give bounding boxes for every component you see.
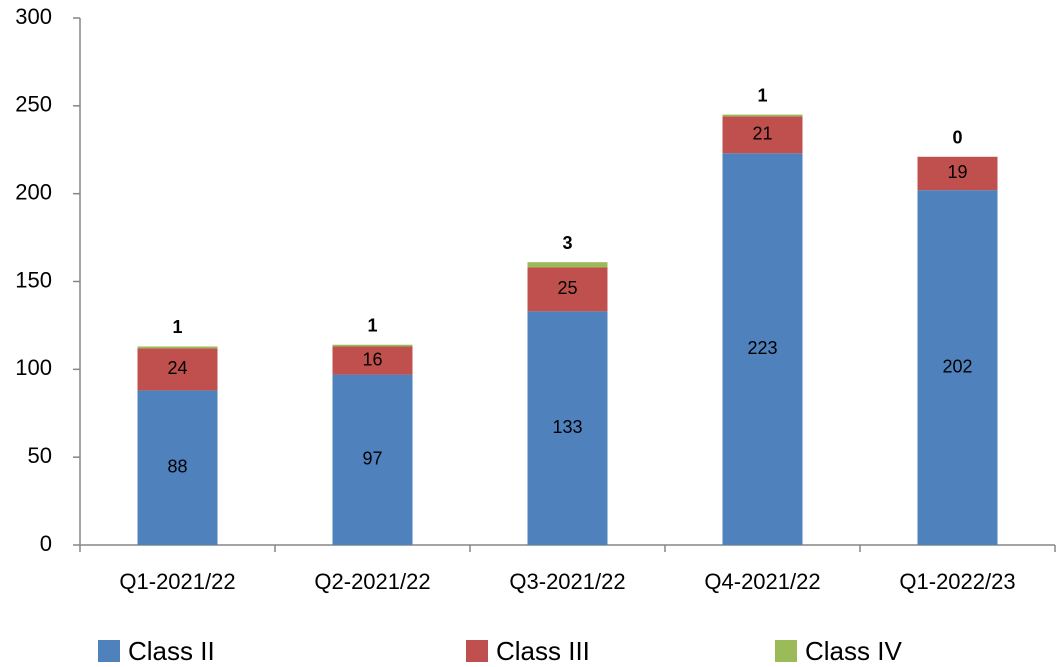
data-label: 16 [362,349,382,369]
legend-label: Class III [496,636,590,666]
x-tick-label: Q4-2021/22 [704,569,820,594]
data-label: 97 [362,449,382,469]
bar-segment [527,267,608,312]
y-tick-label: 250 [15,92,52,117]
data-label: 1 [367,315,377,335]
legend-label: Class II [128,636,215,666]
bar-segment [137,346,218,349]
y-tick-label: 50 [28,443,52,468]
data-label: 133 [552,417,582,437]
bar-segment [332,346,413,375]
x-tick-label: Q1-2022/23 [899,569,1015,594]
data-label: 88 [167,456,187,476]
data-label: 24 [167,358,187,378]
legend-swatch [775,640,797,662]
bar-segment [137,348,218,391]
data-label: 223 [747,338,777,358]
x-tick-label: Q1-2021/22 [119,569,235,594]
data-label: 202 [942,356,972,376]
y-tick-label: 100 [15,355,52,380]
bar-segment [527,311,608,545]
data-label: 3 [562,233,572,253]
bar-segment [917,156,998,191]
legend-swatch [466,640,488,662]
y-tick-label: 0 [40,531,52,556]
legend-swatch [98,640,120,662]
x-tick-label: Q3-2021/22 [509,569,625,594]
legend-label: Class IV [805,636,902,666]
bar-segment [917,190,998,546]
data-label: 0 [952,128,962,148]
data-label: 19 [947,162,967,182]
bar-segment [332,374,413,545]
bar-segment [527,262,608,268]
y-tick-label: 300 [15,4,52,29]
data-label: 1 [757,85,767,105]
x-tick-label: Q2-2021/22 [314,569,430,594]
bar-segment [722,116,803,154]
bar-segment [332,344,413,347]
data-label: 1 [172,317,182,337]
y-tick-label: 150 [15,267,52,292]
bar-segment [722,114,803,117]
data-label: 25 [557,278,577,298]
bar-segment [137,390,218,545]
data-label: 21 [752,124,772,144]
bar-segment [722,153,803,545]
y-tick-label: 200 [15,179,52,204]
